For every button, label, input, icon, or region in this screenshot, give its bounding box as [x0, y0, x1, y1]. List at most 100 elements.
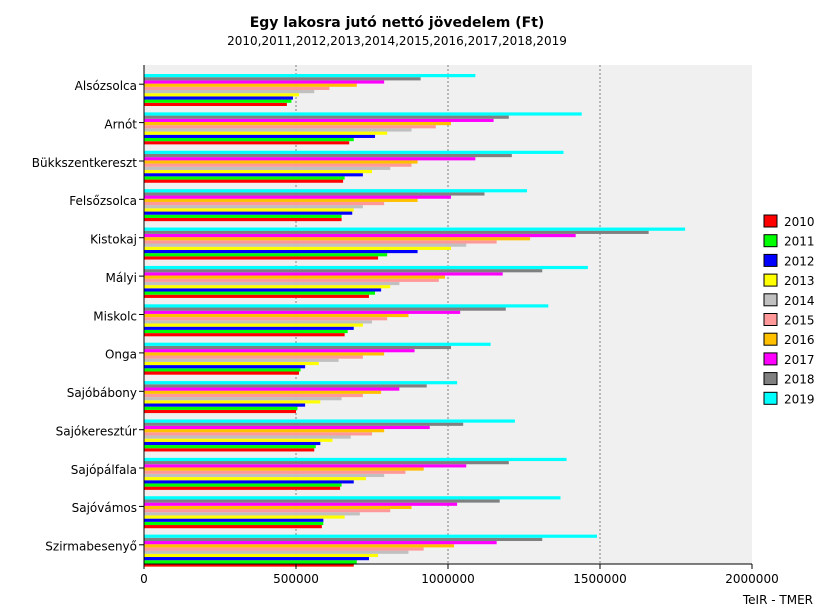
legend-swatch [763, 253, 778, 267]
bar-2019 [144, 496, 561, 500]
category-label: Kistokaj [90, 233, 137, 247]
legend-swatch [763, 234, 778, 248]
bar-2018 [144, 384, 427, 388]
bar-2017 [144, 233, 576, 238]
bar-2013 [144, 515, 345, 519]
bar-2018 [144, 499, 500, 503]
bar-2011 [144, 521, 324, 526]
bar-2015 [144, 432, 372, 436]
category-label: Alsózsolca [75, 79, 137, 93]
bar-2012 [144, 96, 293, 100]
x-tick-label: 2000000 [725, 572, 778, 586]
bar-2019 [144, 74, 476, 78]
bar-2013 [144, 131, 388, 135]
bar-2015 [144, 86, 330, 90]
bar-2014 [144, 512, 360, 516]
bar-2015 [144, 163, 412, 167]
category-label: Sajópálfala [71, 463, 137, 477]
bar-2016 [144, 352, 385, 356]
bar-2018 [144, 192, 485, 196]
bar-2010 [144, 102, 287, 106]
bar-2010 [144, 217, 342, 222]
category-label: Sajókeresztúr [56, 425, 137, 439]
bar-2014 [144, 473, 385, 478]
bar-2017 [144, 310, 461, 314]
legend-label: 2015 [784, 314, 815, 328]
bar-2017 [144, 541, 497, 545]
bar-2016 [144, 83, 357, 87]
bar-2019 [144, 342, 491, 346]
bar-2010 [144, 256, 379, 260]
bar-2012 [144, 249, 418, 254]
bar-2017 [144, 80, 385, 84]
chart-subtitle: 2010,2011,2012,2013,2014,2015,2016,2017,… [227, 34, 567, 48]
bar-2012 [144, 326, 354, 330]
legend-label: 2016 [784, 333, 815, 347]
bar-2010 [144, 525, 322, 529]
legend-label: 2014 [784, 294, 815, 308]
bar-2018 [144, 153, 512, 158]
bar-2010 [144, 294, 369, 298]
bar-2013 [144, 93, 300, 97]
bar-2013 [144, 553, 379, 558]
bar-2015 [144, 125, 436, 129]
legend-swatch [763, 273, 778, 287]
bar-2019 [144, 534, 597, 538]
bar-2017 [144, 387, 400, 391]
bar-2018 [144, 115, 509, 119]
bar-2017 [144, 118, 494, 122]
bar-2010 [144, 179, 344, 183]
bar-2013 [144, 323, 363, 327]
bar-2017 [144, 464, 467, 468]
bar-2015 [144, 201, 385, 206]
bar-2016 [144, 544, 455, 548]
legend: 2010 2011 2012 2013 2014 2015 2016 2017 2018 2019 [763, 214, 815, 406]
legend-swatch [763, 214, 778, 228]
bar-2015 [144, 317, 388, 321]
bar-2019 [144, 112, 582, 116]
bar-2014 [144, 243, 467, 247]
bar-2013 [144, 361, 319, 366]
bar-2012 [144, 288, 382, 292]
bar-2011 [144, 291, 376, 295]
bar-2011 [144, 176, 345, 180]
bar-2011 [144, 560, 357, 564]
legend-swatch [763, 293, 778, 307]
bar-2015 [144, 240, 497, 244]
bar-2019 [144, 457, 567, 462]
bar-2013 [144, 400, 321, 404]
legend-label: 2018 [784, 373, 815, 387]
chart-title: Egy lakosra jutó nettó jövedelem (Ft) [250, 15, 545, 31]
bar-2011 [144, 483, 342, 487]
bar-2014 [144, 320, 372, 324]
bar-2019 [144, 227, 686, 231]
bar-2014 [144, 358, 339, 362]
bar-2017 [144, 349, 415, 353]
legend-label: 2013 [784, 274, 815, 288]
x-tick-label: 1500000 [573, 572, 626, 586]
bar-2013 [144, 438, 333, 442]
category-label: Sajóvámos [72, 501, 137, 515]
bar-2019 [144, 189, 528, 193]
bar-2014 [144, 128, 412, 132]
bar-2015 [144, 509, 391, 513]
bar-2010 [144, 141, 350, 145]
bar-2014 [144, 205, 363, 209]
bar-2018 [144, 537, 543, 542]
bar-2016 [144, 313, 409, 318]
bar-2011 [144, 214, 342, 218]
bar-2016 [144, 390, 382, 394]
x-tick-label: 1000000 [421, 572, 474, 586]
bar-2011 [144, 99, 292, 103]
bar-2016 [144, 429, 385, 433]
legend-swatch [763, 372, 778, 386]
bar-2016 [144, 275, 445, 279]
bar-2010 [144, 333, 345, 337]
bar-2016 [144, 467, 424, 471]
bar-2011 [144, 253, 388, 257]
bar-2017 [144, 157, 476, 161]
legend-swatch [763, 313, 778, 326]
bar-2019 [144, 419, 515, 423]
bar-2013 [144, 169, 372, 174]
